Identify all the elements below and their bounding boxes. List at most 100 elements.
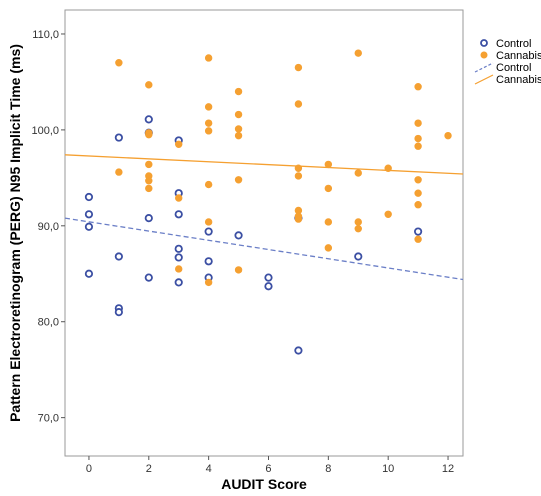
cannabis-point bbox=[175, 194, 183, 202]
fit-line-cannabis bbox=[64, 154, 464, 175]
cannabis-point bbox=[414, 189, 422, 197]
x-tick-label: 8 bbox=[325, 463, 331, 475]
cannabis-point bbox=[145, 184, 153, 193]
cannabis-point bbox=[145, 160, 153, 169]
cannabis-point bbox=[354, 49, 362, 57]
control-point bbox=[114, 308, 123, 317]
cannabis-point bbox=[204, 127, 213, 135]
cannabis-point bbox=[234, 131, 243, 140]
legend-label: Control bbox=[496, 62, 531, 74]
control-point bbox=[84, 222, 94, 231]
cannabis-point bbox=[294, 215, 303, 223]
legend-marker-control bbox=[480, 39, 488, 47]
cannabis-point bbox=[175, 265, 183, 273]
control-point bbox=[264, 282, 273, 291]
cannabis-point bbox=[294, 164, 303, 172]
cannabis-point bbox=[204, 180, 213, 189]
cannabis-point bbox=[204, 54, 213, 62]
cannabis-point bbox=[414, 176, 422, 184]
control-point bbox=[84, 192, 94, 202]
control-point bbox=[264, 273, 273, 282]
cannabis-point bbox=[354, 218, 362, 226]
x-tick-label: 0 bbox=[86, 463, 92, 475]
cannabis-point bbox=[115, 59, 123, 67]
x-tick-label: 10 bbox=[382, 463, 394, 475]
y-tick-label: 70,0 bbox=[38, 413, 59, 425]
control-point bbox=[144, 115, 153, 124]
cannabis-point bbox=[384, 164, 392, 172]
cannabis-point bbox=[234, 266, 243, 274]
control-point bbox=[84, 210, 94, 219]
control-point bbox=[414, 227, 423, 236]
cannabis-point bbox=[354, 169, 362, 177]
legend-line-cannabis bbox=[474, 74, 494, 85]
control-point bbox=[204, 227, 213, 236]
plot-area bbox=[64, 9, 464, 457]
cannabis-point bbox=[145, 130, 153, 139]
cannabis-point bbox=[175, 140, 183, 148]
data-points bbox=[84, 49, 452, 355]
fit-line-control bbox=[64, 217, 464, 281]
x-tick-label: 2 bbox=[146, 463, 152, 475]
cannabis-point bbox=[145, 177, 153, 185]
x-tick-label: 12 bbox=[442, 463, 454, 475]
y-tick-label: 80,0 bbox=[38, 317, 59, 329]
cannabis-point bbox=[204, 278, 213, 287]
cannabis-point bbox=[294, 172, 303, 180]
cannabis-point bbox=[354, 224, 362, 233]
cannabis-point bbox=[234, 125, 243, 133]
cannabis-point bbox=[414, 134, 422, 143]
cannabis-point bbox=[115, 168, 123, 176]
control-point bbox=[234, 231, 243, 240]
cannabis-point bbox=[324, 160, 333, 169]
y-tick-label: 110,0 bbox=[32, 29, 59, 41]
x-axis-title: AUDIT Score bbox=[221, 476, 307, 492]
cannabis-point bbox=[384, 210, 392, 218]
control-point bbox=[114, 252, 123, 261]
cannabis-point bbox=[204, 218, 213, 226]
legend-label: Cannabis bbox=[496, 50, 541, 62]
control-point bbox=[144, 273, 153, 282]
cannabis-point bbox=[234, 176, 243, 184]
control-point bbox=[174, 253, 183, 262]
x-tick-label: 4 bbox=[206, 463, 212, 475]
legend-line-control bbox=[474, 62, 494, 73]
y-tick-label: 90,0 bbox=[38, 221, 59, 233]
x-axis: 0 2 4 6 8 10 12 bbox=[86, 456, 454, 475]
control-point bbox=[84, 269, 94, 278]
cannabis-point bbox=[444, 131, 452, 140]
cannabis-point bbox=[414, 235, 422, 243]
cannabis-point bbox=[414, 119, 422, 127]
y-axis-title: Pattern Electroretinogram (PERG) N95 Imp… bbox=[7, 44, 23, 422]
cannabis-point bbox=[324, 218, 333, 226]
cannabis-point bbox=[145, 81, 153, 89]
control-point bbox=[174, 210, 183, 219]
cannabis-point bbox=[294, 63, 303, 72]
control-point bbox=[354, 252, 363, 261]
cannabis-point bbox=[234, 110, 243, 119]
control-point bbox=[204, 257, 213, 266]
y-tick-label: 100,0 bbox=[31, 125, 59, 137]
legend-marker-cannabis bbox=[480, 51, 488, 59]
y-axis: 70,0 80,0 90,0 100,0 110,0 bbox=[31, 29, 65, 425]
cannabis-point bbox=[234, 87, 243, 96]
cannabis-point bbox=[294, 100, 303, 108]
control-point bbox=[174, 244, 183, 253]
control-point bbox=[174, 278, 183, 287]
legend-label: Cannabis bbox=[496, 74, 541, 86]
cannabis-point bbox=[414, 201, 422, 209]
control-point bbox=[294, 346, 303, 355]
cannabis-point bbox=[324, 184, 333, 193]
control-point bbox=[144, 214, 153, 223]
cannabis-point bbox=[414, 142, 422, 150]
cannabis-point bbox=[324, 244, 333, 252]
cannabis-point bbox=[204, 119, 213, 127]
control-point bbox=[114, 133, 123, 142]
fit-lines bbox=[64, 154, 464, 281]
cannabis-point bbox=[204, 103, 213, 111]
x-tick-label: 6 bbox=[265, 463, 271, 475]
legend-label: Control bbox=[496, 38, 531, 50]
cannabis-point bbox=[414, 83, 422, 91]
